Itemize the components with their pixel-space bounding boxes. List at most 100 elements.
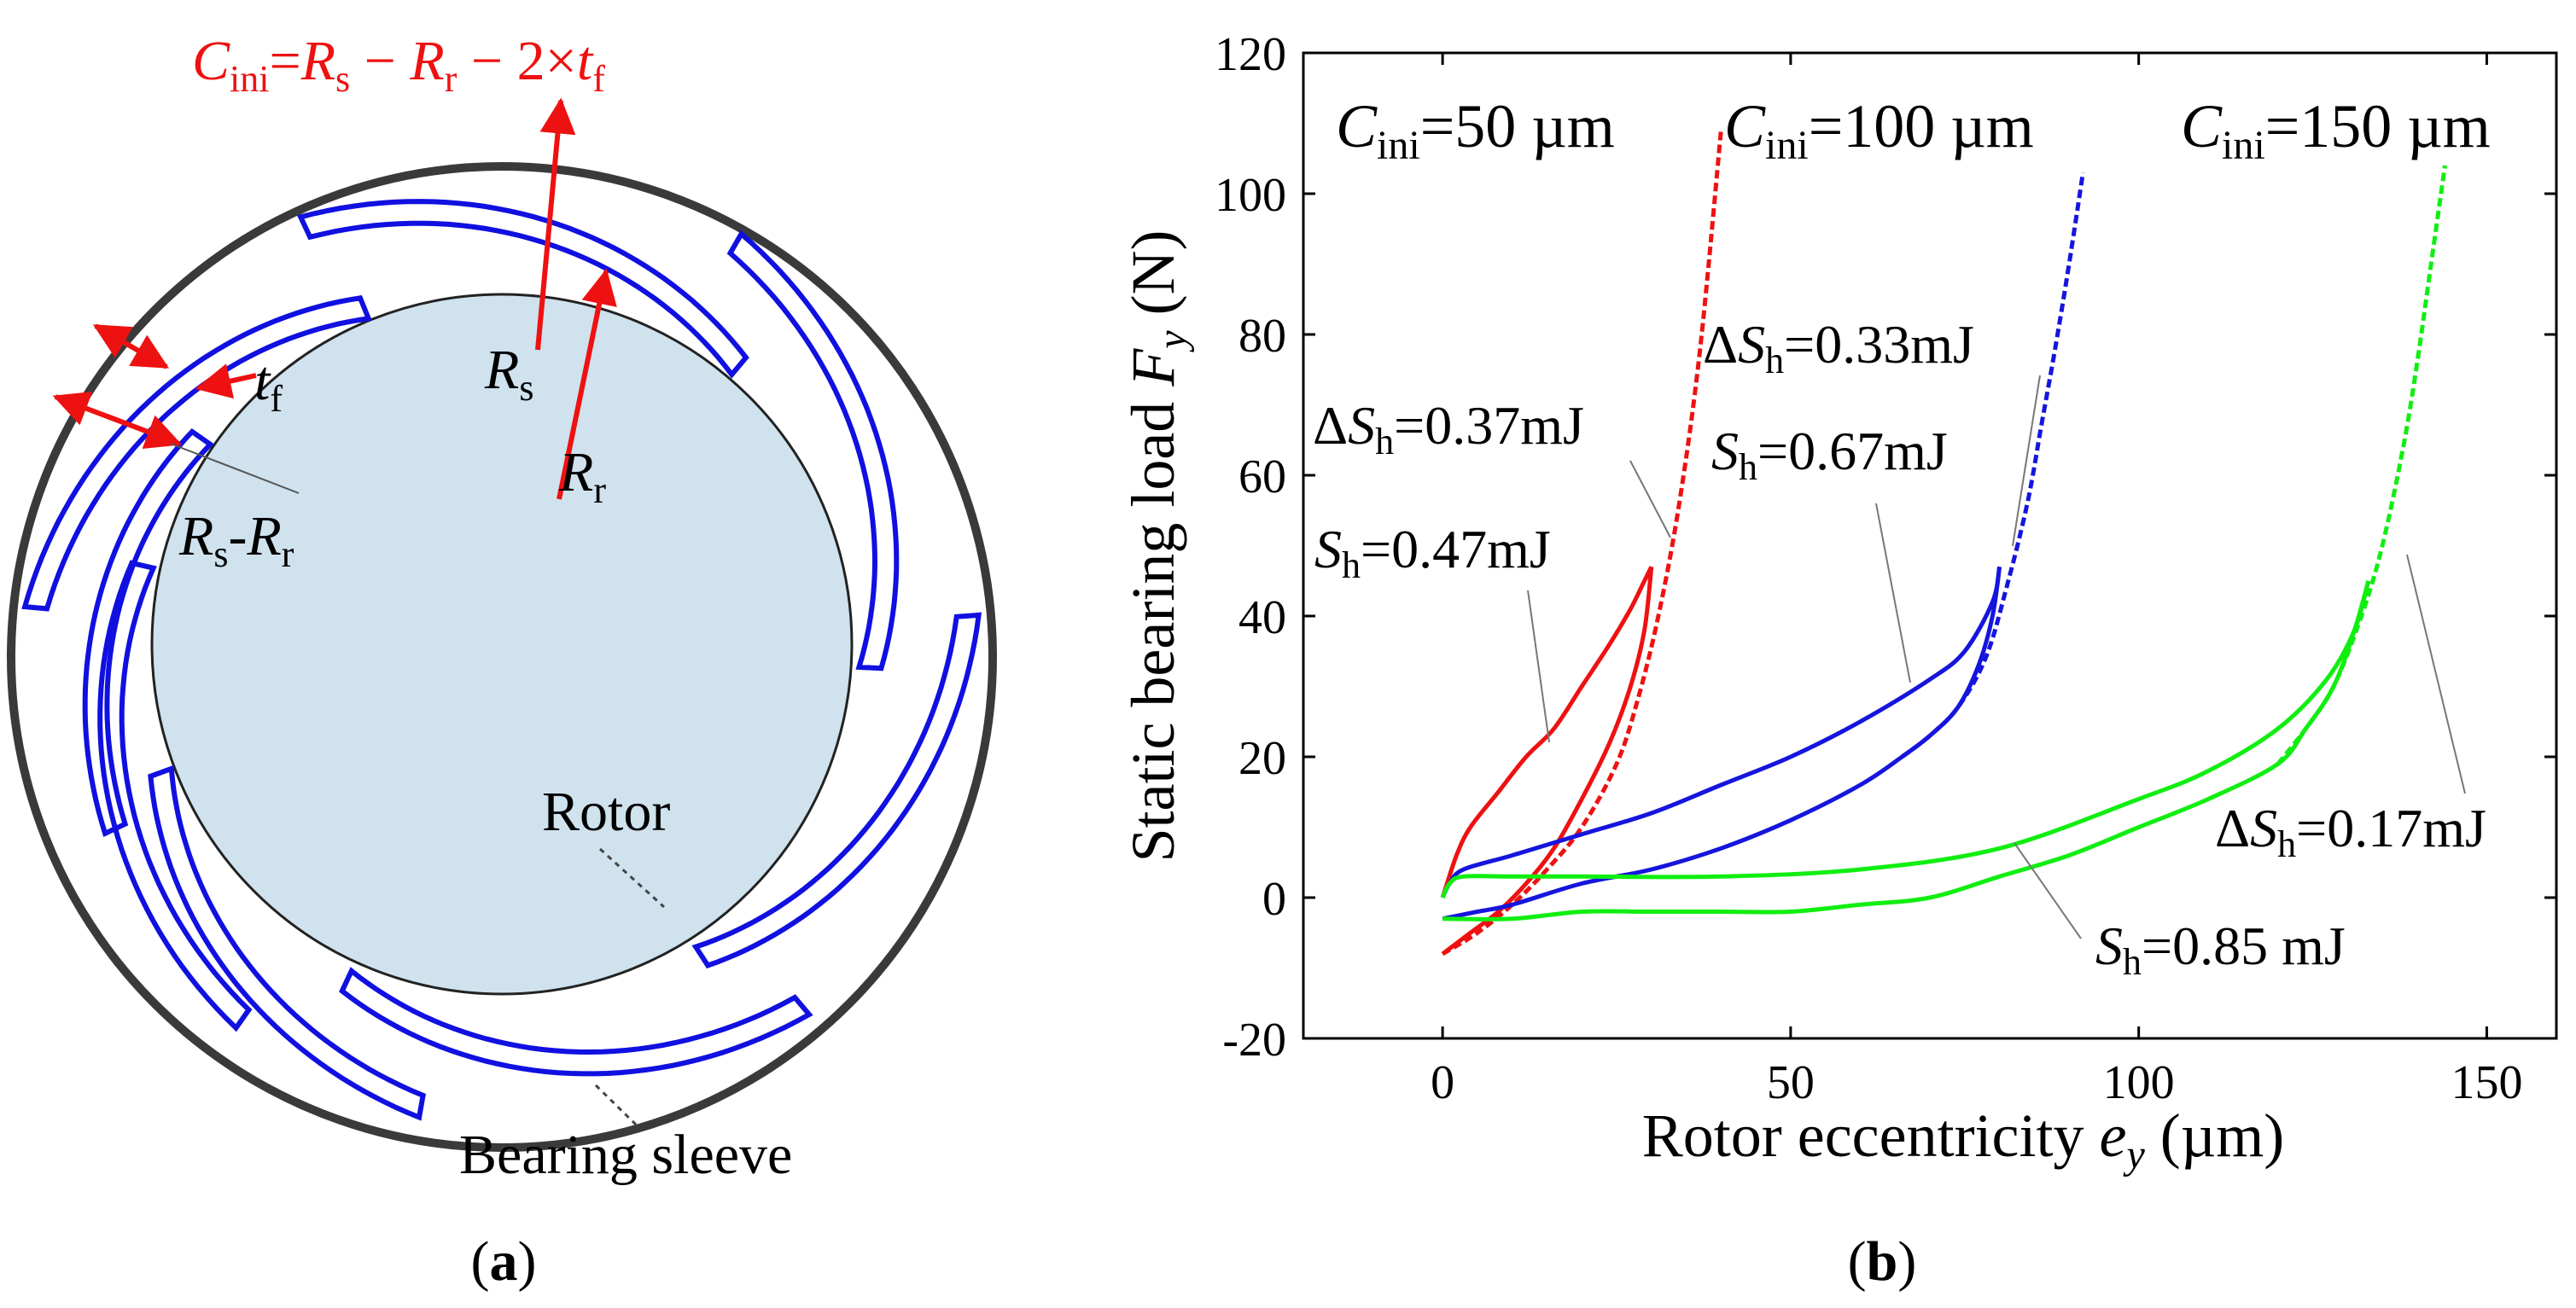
tf-main: t [254, 350, 271, 412]
rsrr-dash: - [228, 505, 247, 567]
tf-arrow [92, 323, 170, 369]
bump-foil-5 [691, 612, 982, 969]
rs-label: Rs [484, 339, 533, 409]
y-axis-title: Static bearing load Fy (N) [1119, 230, 1195, 862]
panel-b-close: ) [1897, 1230, 1916, 1293]
formula-r: r [445, 58, 458, 100]
panel-a-diagram: Cini=Rs − Rr − 2×tf Rs Rr tf Rs-Rr Rotor… [7, 30, 997, 1293]
ds033-delta: Δ [1703, 314, 1738, 375]
xlabel-unit: (µm) [2145, 1102, 2284, 1170]
bump-foil-1 [97, 560, 253, 1032]
formula-R1: R [300, 30, 335, 92]
xlabel-sub: y [2122, 1132, 2145, 1177]
rsrr-R2: R [246, 505, 281, 567]
s085-sub: h [2123, 941, 2142, 983]
ds033-value: =0.33mJ [1784, 314, 1974, 375]
bump-foil-3 [296, 199, 749, 379]
formula-eq: = [269, 30, 300, 92]
formula-minus1: − [350, 30, 410, 92]
formula-C: C [192, 30, 230, 92]
series-4 [1440, 566, 2002, 899]
bump-foil-7 [148, 764, 426, 1121]
rotor [150, 293, 854, 996]
rsrr-s: s [213, 533, 228, 575]
rr-main: R [558, 441, 593, 503]
leader-ds033 [2012, 375, 2041, 547]
s067-sub: h [1739, 446, 1757, 488]
y-tick-label: 20 [1238, 732, 1286, 785]
plot-frame [1302, 51, 2558, 1040]
data-series [1440, 130, 2447, 956]
ylabel-text: Static bearing load [1119, 387, 1187, 863]
ds033-S: S [1738, 314, 1765, 375]
y-tick-label: 100 [1215, 169, 1286, 222]
rsrr-R1: R [178, 505, 213, 567]
clearance-arrow [52, 392, 183, 449]
rs-main: R [484, 339, 519, 401]
bump-foils [21, 199, 982, 1121]
panel-b-open: ( [1848, 1230, 1867, 1293]
ds017-delta: Δ [2215, 798, 2250, 858]
s047-sub: h [1342, 544, 1361, 586]
s-085-label: Sh=0.85 mJ [2095, 916, 2346, 983]
cini-100-C: C [1724, 92, 1766, 160]
rsrr-label: Rs-Rr [178, 505, 294, 575]
ylabel-sub: y [1150, 330, 1195, 353]
xlabel-text: Rotor eccentricity [1642, 1102, 2100, 1170]
panel-b-letter: b [1867, 1230, 1898, 1293]
series-6 [1900, 171, 2085, 759]
tf-sub: f [270, 378, 283, 420]
series-1 [1440, 566, 1654, 898]
bump-foil-2 [21, 294, 373, 612]
leader-ds037 [1629, 460, 1671, 538]
bearing-sleeve-label: Bearing sleeve [459, 1124, 792, 1186]
x-axis-title: Rotor eccentricity ey (µm) [1642, 1102, 2285, 1177]
formula-minus2: − 2× [457, 30, 576, 92]
tf-arrow-tail [195, 363, 257, 399]
ds-033-label: ΔSh=0.33mJ [1703, 314, 1974, 381]
bump-foil-6 [339, 967, 813, 1077]
cini-50-C: C [1336, 92, 1378, 160]
rsrr-r: r [282, 533, 294, 575]
s085-value: =0.85 mJ [2142, 916, 2346, 976]
series-8 [1442, 580, 2371, 921]
ds-017-label: ΔSh=0.17mJ [2215, 798, 2486, 865]
annotation-leaders [1527, 375, 2466, 939]
panel-a-open: ( [471, 1230, 490, 1293]
leader-s067 [1875, 503, 1911, 683]
ds037-delta: Δ [1313, 395, 1348, 456]
ds037-S: S [1348, 395, 1375, 456]
y-tick-label: 0 [1262, 873, 1286, 926]
y-tick-label: 120 [1215, 28, 1286, 81]
ds017-value: =0.17mJ [2296, 798, 2486, 858]
s-047-label: Sh=0.47mJ [1314, 519, 1551, 586]
x-tick-label: 0 [1431, 1056, 1454, 1109]
series-9 [2276, 165, 2447, 765]
rr-arrow [557, 268, 617, 500]
leader-s047 [1527, 590, 1550, 743]
cini-100-sub: ini [1765, 123, 1809, 168]
y-tick-label: 40 [1238, 591, 1286, 644]
xlabel-var: e [2100, 1102, 2127, 1170]
cini-150-C: C [2181, 92, 2223, 160]
formula-f: f [592, 58, 605, 100]
tf-label: tf [254, 350, 283, 420]
formula-ini: ini [230, 58, 269, 100]
y-tick-label: 60 [1238, 451, 1286, 503]
cini-150-value: =150 µm [2265, 92, 2491, 160]
y-tick-label: 80 [1238, 310, 1286, 363]
s-067-label: Sh=0.67mJ [1711, 421, 1948, 488]
panel-a-close: ) [518, 1230, 537, 1293]
series-3 [1441, 130, 1723, 956]
ylabel-unit: (N) [1119, 230, 1187, 330]
cini-formula: Cini=Rs − Rr − 2×tf [192, 30, 605, 100]
s047-value: =0.47mJ [1361, 519, 1551, 579]
formula-R2: R [409, 30, 444, 92]
ds033-sub: h [1765, 340, 1784, 381]
s047-S: S [1314, 519, 1342, 579]
bump-foil-4 [726, 230, 900, 671]
series-5 [1442, 566, 2002, 921]
bump-foil-8 [82, 427, 214, 837]
x-tick-label: 50 [1767, 1056, 1815, 1109]
s067-value: =0.67mJ [1757, 421, 1948, 481]
